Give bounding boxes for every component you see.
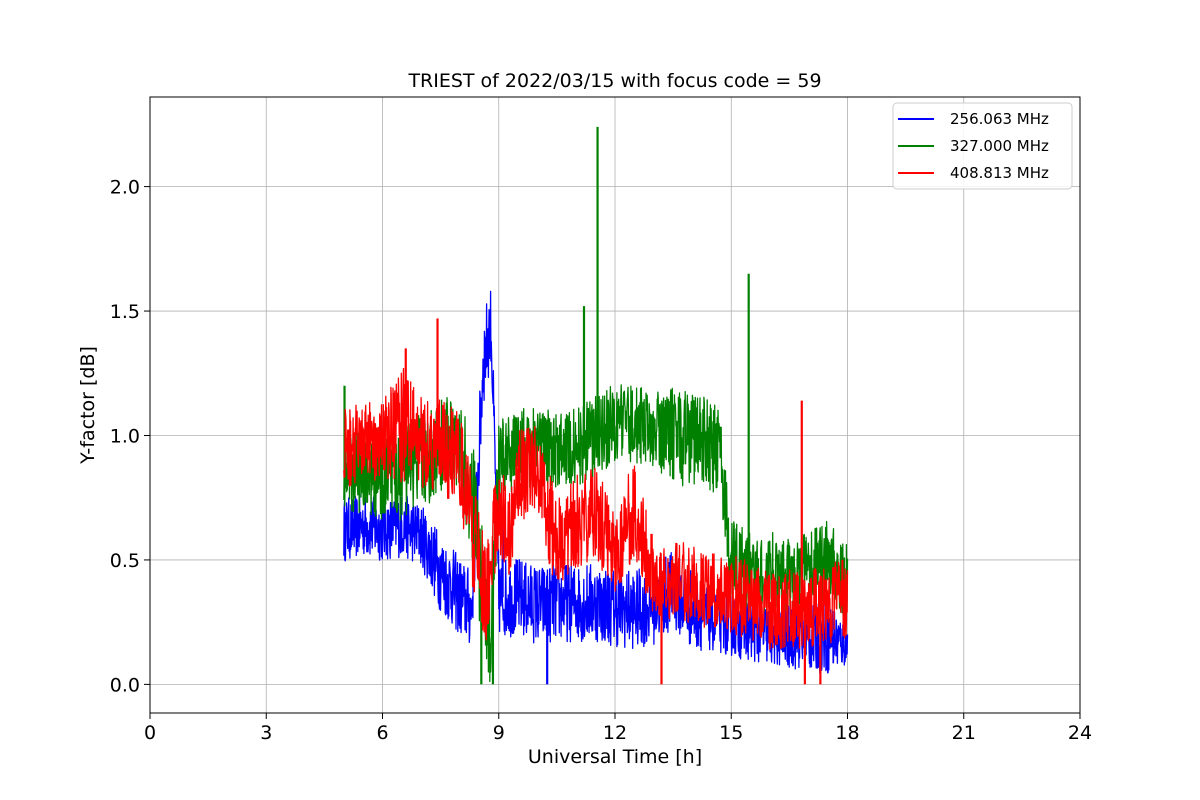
x-tick-label: 24	[1068, 722, 1092, 744]
x-tick-label: 0	[144, 722, 156, 744]
x-tick-label: 21	[952, 722, 976, 744]
legend-label-2: 327.000 MHz	[950, 137, 1049, 155]
x-tick-label: 6	[376, 722, 388, 744]
y-tick-label: 1.0	[110, 425, 140, 447]
series-line-1	[343, 290, 849, 674]
y-axis-label: Y-factor [dB]	[77, 346, 99, 465]
x-tick-label: 9	[493, 722, 505, 744]
legend-label-1: 256.063 MHz	[950, 110, 1049, 128]
x-axis-label: Universal Time [h]	[528, 746, 702, 768]
y-tick-label: 1.5	[110, 301, 140, 323]
x-axis-ticks: 0 3 6 9 12 15 18 21 24	[144, 713, 1092, 744]
series-line-3	[343, 367, 849, 651]
y-axis-ticks: 0.0 0.5 1.0 1.5 2.0	[110, 177, 150, 696]
x-tick-label: 15	[719, 722, 743, 744]
y-tick-label: 2.0	[110, 177, 140, 199]
x-tick-label: 12	[603, 722, 627, 744]
plot-area	[343, 126, 849, 685]
legend: 256.063 MHz 327.000 MHz 408.813 MHz	[892, 102, 1073, 190]
y-tick-label: 0.0	[110, 674, 140, 696]
legend-label-3: 408.813 MHz	[950, 164, 1049, 182]
x-tick-label: 18	[835, 722, 859, 744]
x-tick-label: 3	[260, 722, 272, 744]
chart-title: TRIEST of 2022/03/15 with focus code = 5…	[407, 70, 821, 92]
y-tick-label: 0.5	[110, 550, 140, 572]
legend-box	[892, 102, 1073, 190]
